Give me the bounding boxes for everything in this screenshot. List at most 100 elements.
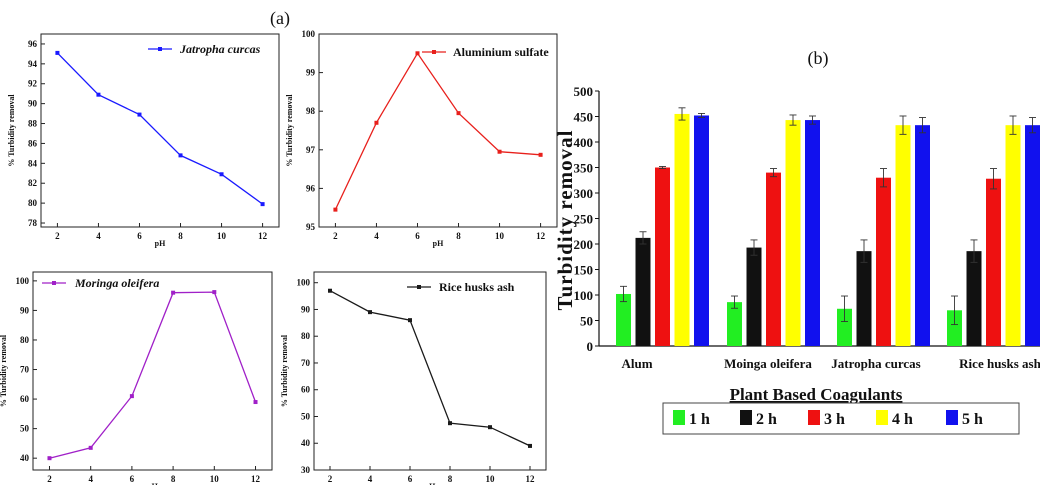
y-tick-label: 94 [28,59,38,69]
bar [837,308,852,346]
data-point [178,153,183,158]
y-tick-label: 100 [16,276,30,286]
x-tick-label: 8 [171,474,176,484]
panel-label-b: (b) [808,48,829,69]
x-axis-label: pH [155,239,166,248]
y-tick-label: 300 [574,186,594,201]
data-point [408,318,412,323]
data-point [260,202,265,207]
y-tick-label: 90 [28,99,38,109]
x-tick-label: 12 [251,474,261,484]
bar [966,251,982,346]
y-tick-label: 50 [580,314,593,329]
x-axis-label: pH [425,482,436,485]
data-point [538,152,543,157]
legend-label: 1 h [689,411,710,428]
bar [766,172,781,346]
x-tick-label: 10 [210,474,220,484]
bar [674,113,690,346]
legend-marker [158,47,162,51]
y-tick-label: 92 [28,79,38,89]
y-tick-label: 86 [28,138,38,148]
bar [1025,125,1040,346]
bar [1005,125,1021,346]
legend-label: Jatropha curcas [179,42,261,56]
bar [616,293,631,346]
x-tick-label: 12 [526,474,536,484]
data-point [219,172,224,177]
plot-frame [318,33,558,228]
y-tick-label: 96 [28,39,38,49]
data-point [88,445,93,450]
y-tick-label: 40 [301,438,311,448]
y-axis-label: % Turbidity removal [0,334,8,407]
legend-swatch [740,410,752,425]
series-line [49,291,257,459]
x-axis-label: pH [433,239,444,248]
y-tick-label: 150 [574,263,594,278]
x-tick-label: 6 [415,231,420,241]
data-point [47,456,52,461]
x-axis-label: Plant Based Coagulants [730,385,903,404]
legend: 1 h 2 h 3 h 4 h 5 h [662,402,1020,435]
x-tick-label: 8 [178,231,183,241]
data-point [96,92,101,97]
legend-label: 4 h [892,411,913,428]
bar [895,125,911,346]
line-chart-a3: 2 4 6 8 10 12 40 50 60 70 80 90 100 pH % Turbidity rem… [0,271,273,485]
data-point [55,50,60,55]
y-axis-label: % Turbidity removal [7,94,16,167]
bar [856,251,872,346]
y-tick-label: 80 [301,331,311,341]
y-tick-label: 50 [20,424,30,434]
legend-marker [432,50,436,54]
data-point [137,112,142,117]
y-tick-label: 80 [20,335,30,345]
category-label: Moinga oleifera [724,356,812,371]
y-tick-label: 70 [301,358,311,368]
legend-label: Rice husks ash [439,280,515,294]
series-line [56,52,263,205]
bar [785,120,801,346]
legend-marker [52,281,56,285]
plot-frame [32,271,273,471]
x-tick-label: 2 [55,231,60,241]
y-tick-label: 200 [574,237,594,252]
y-tick-label: 84 [28,158,38,168]
data-point [528,443,532,448]
legend-label: Moringa oleifera [74,276,159,290]
x-tick-label: 10 [486,474,496,484]
bar [876,177,891,346]
series-line [329,290,531,447]
y-axis-label: % Turbidity removal [285,94,294,167]
bar [694,115,709,346]
y-tick-label: 0 [587,339,594,354]
y-tick-label: 40 [20,453,30,463]
data-point [328,288,332,293]
y-tick-label: 97 [306,145,316,155]
y-tick-label: 500 [574,84,594,99]
x-tick-label: 4 [374,231,379,241]
legend-label: 2 h [756,411,777,428]
y-tick-label: 60 [301,385,311,395]
data-point [212,290,217,295]
data-point [456,111,461,116]
bar [805,120,820,346]
x-tick-label: 6 [130,474,135,484]
category-label: Alum [621,356,652,371]
legend-label: Aluminium sulfate [453,45,549,59]
x-tick-label: 2 [333,231,338,241]
data-point [253,400,258,405]
bar [986,178,1001,346]
line-chart-a1: 2 4 6 8 10 12 78 80 82 84 86 88 90 92 94 96 pH % Turbidit… [7,33,280,248]
category-label: Rice husks ash [959,356,1040,371]
data-point [171,290,176,295]
y-tick-label: 82 [28,178,38,188]
y-tick-label: 450 [574,110,594,125]
x-tick-label: 8 [448,474,453,484]
line-chart-a2: 2 4 6 8 10 12 95 96 97 98 99 100 pH % Turbidity remov… [285,29,558,248]
y-tick-label: 250 [574,212,594,227]
x-tick-label: 4 [96,231,101,241]
